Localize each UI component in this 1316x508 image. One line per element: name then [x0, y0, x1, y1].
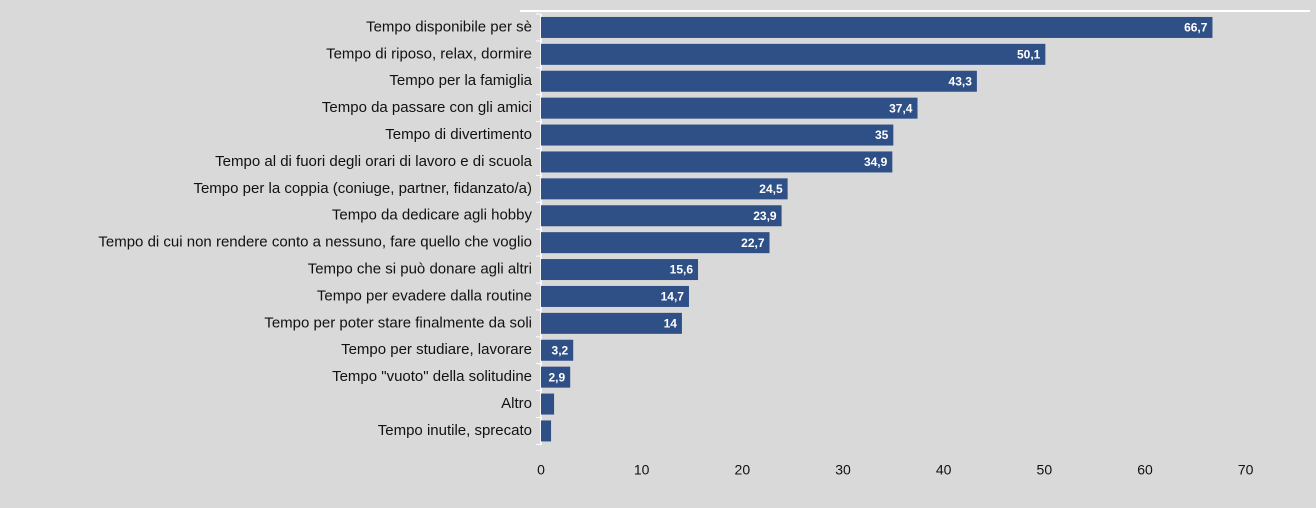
- bar: [541, 124, 894, 146]
- value-label: 37,4: [889, 101, 913, 115]
- y-tick-label: Tempo da dedicare agli hobby: [332, 207, 533, 224]
- value-label: 14: [664, 317, 678, 331]
- value-label: 34,9: [864, 155, 888, 169]
- y-tick-label: Tempo per studiare, lavorare: [341, 341, 532, 358]
- x-tick-label: 30: [835, 462, 851, 478]
- y-tick-label: Tempo per poter stare finalmente da soli: [264, 314, 532, 331]
- value-label: 66,7: [1184, 21, 1208, 35]
- bar: [541, 285, 689, 307]
- y-tick-label: Tempo per evadere dalla routine: [317, 287, 532, 304]
- x-tick-label: 10: [634, 462, 650, 478]
- value-label: 23,9: [753, 209, 777, 223]
- y-tick-label: Tempo inutile, sprecato: [378, 422, 532, 439]
- bar: [541, 339, 574, 361]
- y-tick-label: Tempo "vuoto" della solitudine: [332, 368, 532, 385]
- y-tick-label: Tempo di cui non rendere conto a nessuno…: [98, 234, 532, 251]
- x-tick-label: 50: [1037, 462, 1053, 478]
- value-label: 24,5: [759, 182, 783, 196]
- x-tick-label: 60: [1137, 462, 1153, 478]
- x-tick-label: 40: [936, 462, 952, 478]
- y-tick-label: Tempo disponibile per sè: [366, 18, 532, 35]
- y-tick-label: Tempo che si può donare agli altri: [308, 261, 532, 278]
- y-tick-label: Altro: [501, 395, 532, 412]
- value-label: 50,1: [1017, 48, 1041, 62]
- x-tick-label: 20: [735, 462, 751, 478]
- value-label: 14,7: [661, 290, 685, 304]
- bar: [541, 16, 1213, 38]
- x-tick-label: 0: [537, 462, 545, 478]
- bar: [541, 205, 782, 227]
- bar: [541, 97, 918, 119]
- bar: [541, 259, 699, 281]
- y-tick-label: Tempo di divertimento: [385, 126, 532, 143]
- bar: [541, 312, 682, 334]
- value-label: 3,2: [552, 343, 569, 357]
- value-label: 35: [875, 128, 889, 142]
- value-label: 2,9: [549, 370, 566, 384]
- y-tick-label: Tempo da passare con gli amici: [322, 99, 532, 116]
- value-label: 15,6: [670, 263, 694, 277]
- bar: [541, 232, 770, 254]
- bar: [541, 70, 977, 92]
- bar: [541, 43, 1046, 65]
- bar: [541, 393, 555, 415]
- value-label: 43,3: [949, 74, 973, 88]
- y-tick-label: Tempo al di fuori degli orari di lavoro …: [215, 153, 532, 170]
- y-tick-label: Tempo per la coppia (coniuge, partner, f…: [193, 180, 532, 197]
- value-label: 22,7: [741, 236, 765, 250]
- y-tick-label: Tempo per la famiglia: [389, 72, 532, 89]
- bar: [541, 178, 788, 200]
- bar: [541, 366, 571, 388]
- bar: [541, 151, 893, 173]
- y-tick-label: Tempo di riposo, relax, dormire: [326, 45, 532, 62]
- x-tick-label: 70: [1238, 462, 1254, 478]
- bar: [541, 420, 552, 442]
